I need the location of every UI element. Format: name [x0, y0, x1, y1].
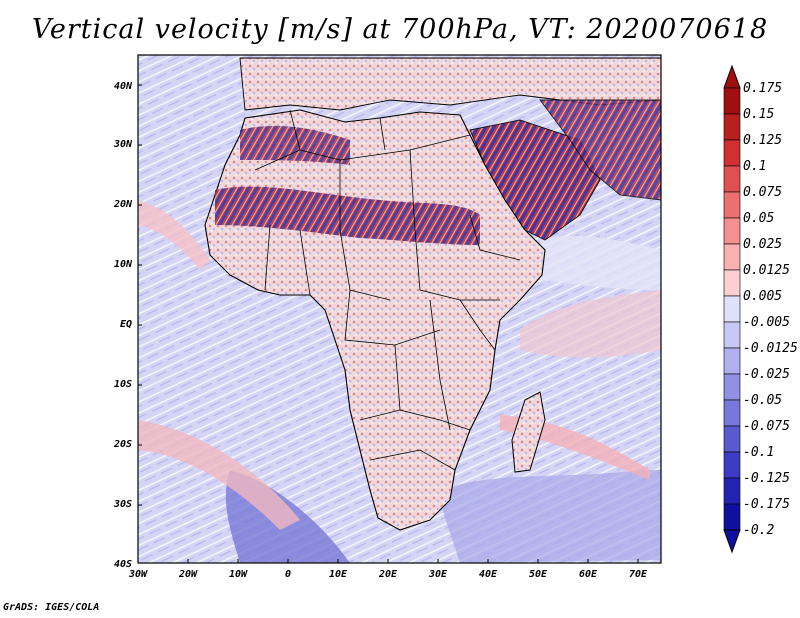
- colorbar-swatch: [723, 373, 741, 401]
- lon-label-10w: 10W: [229, 569, 248, 580]
- lat-label-eq: EQ: [120, 319, 132, 330]
- colorbar-label: -0.075: [743, 419, 790, 434]
- colorbar: 0.175 0.15 0.125 0.1 0.075 0.05 0.025 0.0125 0.0…: [723, 64, 798, 554]
- colorbar-label: 0.05: [743, 211, 774, 226]
- colorbar-swatch: [723, 425, 741, 453]
- colorbar-swatch: [723, 165, 741, 193]
- colorbar-label: -0.025: [743, 367, 790, 382]
- colorbar-label: 0.1: [743, 159, 766, 174]
- lon-label-30w: 30W: [128, 569, 148, 580]
- colorbar-label: 0.125: [743, 133, 782, 148]
- lat-label-20n: 20N: [113, 199, 133, 210]
- colorbar-label: 0.15: [743, 107, 774, 122]
- lon-label-10e: 10E: [329, 569, 348, 580]
- longitude-labels: 30W 20W 10W 0 10E 20E 30E 40E 50E 60E 70…: [128, 569, 648, 580]
- country-borders: [254, 109, 521, 471]
- colorbar-label: -0.2: [743, 523, 774, 538]
- colorbar-label: 0.0125: [743, 263, 790, 278]
- map-title: Vertical velocity [m/s] at 700hPa, VT: 2…: [31, 14, 769, 45]
- colorbar-bottom-arrow: [723, 529, 741, 554]
- map-frame: [137, 54, 662, 564]
- colorbar-swatch: [723, 243, 741, 271]
- lat-label-10s: 10S: [114, 379, 132, 390]
- colorbar-label: -0.0125: [743, 341, 798, 356]
- lat-label-20s: 20S: [113, 439, 132, 450]
- colorbar-swatch: [723, 477, 741, 505]
- colorbar-swatch: [723, 269, 741, 297]
- colorbar-swatch: [723, 451, 741, 479]
- colorbar-label: -0.1: [743, 445, 774, 460]
- lon-label-70e: 70E: [629, 569, 648, 580]
- colorbar-label: -0.125: [743, 471, 790, 486]
- lon-label-60e: 60E: [579, 569, 598, 580]
- colorbar-swatch: [723, 217, 741, 245]
- colorbar-label: 0.175: [743, 81, 782, 96]
- colorbar-label: 0.005: [743, 289, 782, 304]
- grads-credit: GrADS: IGES/COLA: [3, 602, 100, 613]
- colorbar-swatch: [723, 503, 741, 531]
- latitude-labels: 40N 30N 20N 10N EQ 10S 20S 30S 40S: [113, 81, 133, 570]
- colorbar-swatch: [723, 139, 741, 167]
- lon-label-20e: 20E: [378, 569, 398, 580]
- land-masses: [204, 57, 662, 531]
- colorbar-top-arrow: [723, 64, 741, 89]
- colorbar-swatch: [723, 347, 741, 375]
- lon-label-40e: 40E: [479, 569, 498, 580]
- colorbar-label: 0.025: [743, 237, 782, 252]
- colorbar-swatch: [723, 295, 741, 323]
- colorbar-swatch: [723, 321, 741, 349]
- colorbar-swatch: [723, 399, 741, 427]
- lon-label-0: 0: [285, 569, 291, 580]
- colorbar-swatch: [723, 113, 741, 141]
- lon-label-30e: 30E: [428, 569, 448, 580]
- lon-label-50e: 50E: [529, 569, 548, 580]
- colorbar-label: -0.175: [743, 497, 790, 512]
- lon-label-20w: 20W: [178, 569, 198, 580]
- lat-label-10n: 10N: [114, 259, 133, 270]
- lat-label-30s: 30S: [113, 499, 132, 510]
- lat-label-30n: 30N: [113, 139, 133, 150]
- colorbar-swatch: [723, 191, 741, 219]
- colorbar-label: 0.075: [743, 185, 782, 200]
- lat-label-40n: 40N: [114, 81, 133, 92]
- colorbar-label: -0.05: [743, 393, 782, 408]
- lat-label-40s: 40S: [114, 559, 132, 570]
- colorbar-swatch: [723, 87, 741, 115]
- axis-ticks: [138, 84, 639, 563]
- colorbar-label: -0.005: [743, 315, 790, 330]
